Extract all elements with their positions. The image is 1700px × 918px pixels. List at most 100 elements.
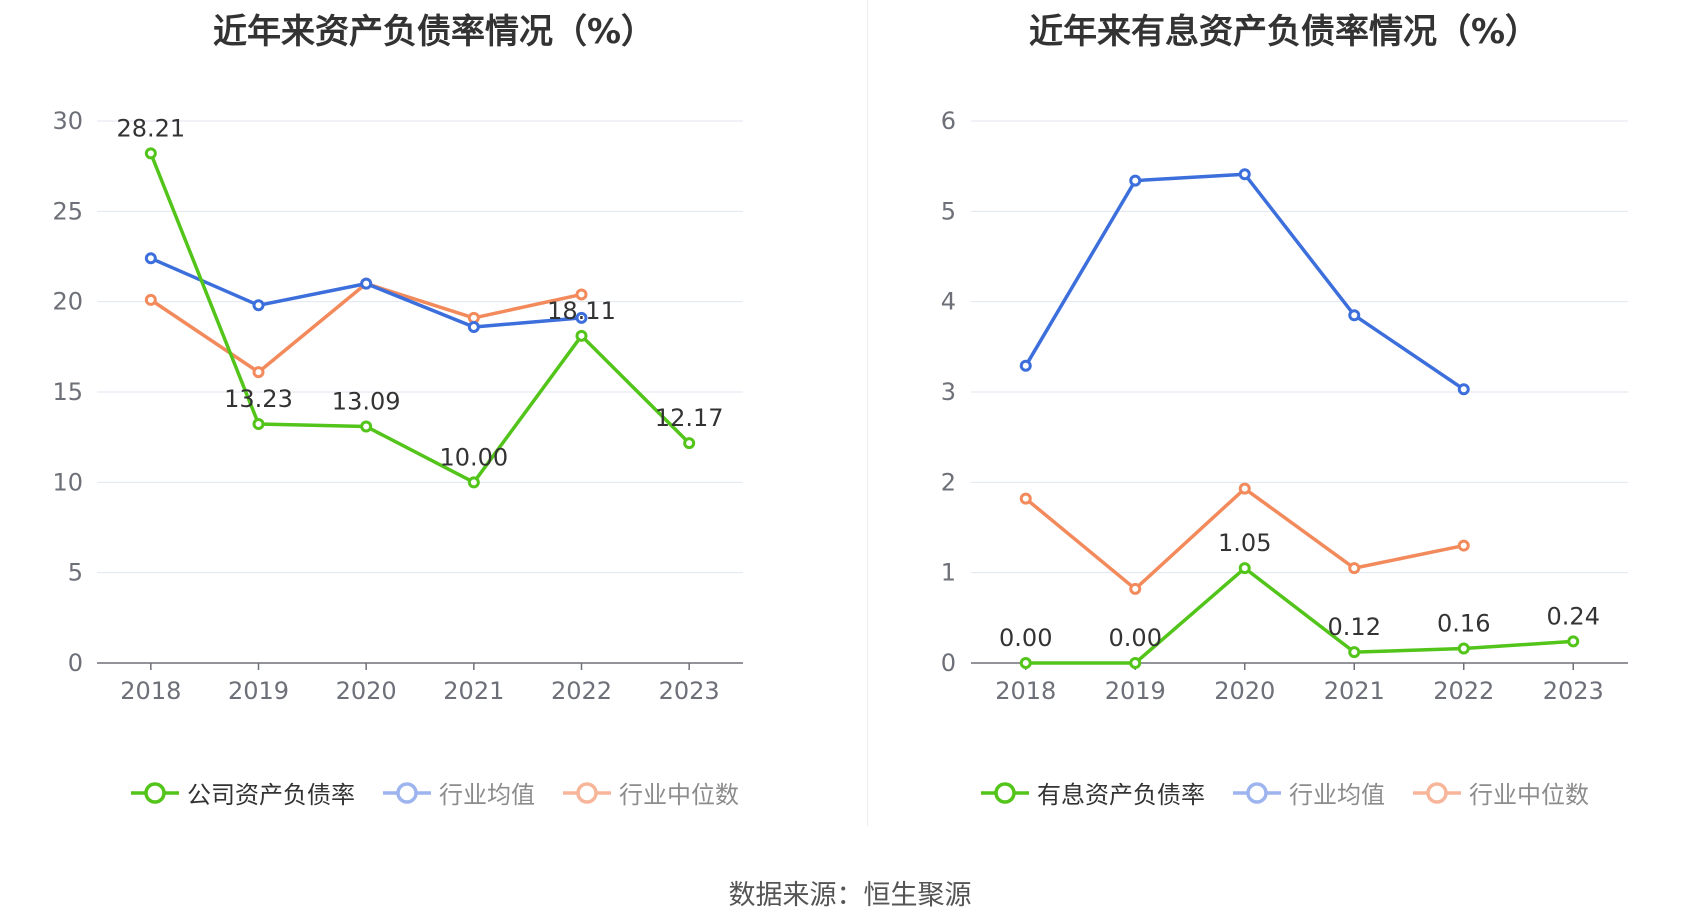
y-tick-label: 5 [941, 197, 956, 225]
data-point[interactable] [1348, 646, 1361, 659]
y-tick-label: 25 [52, 197, 83, 225]
data-label: 0.12 [1328, 613, 1381, 641]
data-point[interactable] [1238, 562, 1251, 575]
legend-swatch-marker [576, 781, 598, 804]
legend-swatch [131, 781, 179, 804]
legend-item[interactable]: 行业中位数 [561, 775, 739, 810]
data-point[interactable] [575, 311, 588, 324]
data-point[interactable] [1019, 492, 1032, 505]
data-label: 13.09 [332, 388, 401, 416]
data-point[interactable] [1019, 657, 1032, 669]
x-tick-label: 2023 [659, 677, 720, 705]
y-tick-label: 0 [68, 649, 83, 677]
data-point[interactable] [252, 366, 265, 379]
legend-label: 公司资产负债率 [187, 781, 355, 809]
chart-legend: 有息资产负债率 行业均值 行业中位数 [868, 775, 1700, 810]
x-tick-label: 2021 [1324, 677, 1385, 705]
chart-legend: 公司资产负债率 行业均值 行业中位数 [0, 775, 868, 810]
legend-swatch [1413, 781, 1461, 804]
x-tick-label: 2021 [443, 677, 504, 705]
y-tick-label: 0 [941, 649, 956, 677]
data-label: 0.16 [1437, 610, 1490, 638]
data-point[interactable] [1238, 168, 1251, 181]
data-point[interactable] [467, 320, 480, 333]
series-line-0 [149, 152, 691, 485]
legend-label: 行业中位数 [619, 781, 739, 809]
data-point[interactable] [1019, 359, 1032, 372]
legend-item[interactable]: 行业中位数 [1411, 775, 1589, 810]
y-tick-label: 20 [52, 288, 83, 316]
data-label: 12.17 [655, 404, 724, 432]
data-point[interactable] [575, 288, 588, 301]
legend-swatch-marker [994, 781, 1016, 804]
series-line-1 [1024, 172, 1465, 391]
legend-swatch [563, 781, 611, 804]
legend-label: 行业均值 [439, 781, 535, 809]
data-label: 0.00 [999, 624, 1052, 652]
x-tick-label: 2018 [120, 677, 181, 705]
x-tick-label: 2019 [1105, 677, 1166, 705]
legend-item[interactable]: 有息资产负债率 [979, 775, 1205, 810]
data-label: 28.21 [116, 114, 185, 142]
data-point[interactable] [252, 417, 265, 430]
data-source-note: 数据来源：恒生聚源 [728, 880, 972, 911]
data-point[interactable] [1348, 562, 1361, 575]
y-tick-label: 3 [941, 378, 956, 406]
legend-item[interactable]: 公司资产负债率 [129, 775, 355, 810]
panel-divider [867, 0, 868, 826]
data-point[interactable] [1129, 174, 1142, 187]
data-point[interactable] [1567, 635, 1580, 648]
data-point[interactable] [1457, 383, 1470, 396]
data-label: 1.05 [1218, 529, 1271, 557]
data-label: 0.00 [1109, 624, 1162, 652]
data-point[interactable] [575, 329, 588, 342]
legend-swatch [1233, 781, 1281, 804]
y-tick-label: 6 [941, 107, 956, 135]
series-line-0 [1025, 566, 1574, 665]
data-point[interactable] [144, 293, 157, 306]
data-point[interactable] [1129, 657, 1142, 669]
data-point[interactable] [144, 252, 157, 265]
legend-swatch-marker [144, 781, 166, 804]
x-tick-label: 2022 [551, 677, 612, 705]
y-tick-label: 30 [52, 107, 83, 135]
data-label: 18.11 [547, 297, 616, 325]
legend-swatch [383, 781, 431, 804]
y-tick-label: 1 [941, 559, 956, 587]
chart-title: 近年来资产负债率情况（%） [212, 12, 656, 52]
data-point[interactable] [1457, 539, 1470, 552]
data-point[interactable] [1129, 582, 1142, 595]
data-point[interactable] [360, 420, 373, 433]
chart-panel-interest-debt-ratio: 近年来有息资产负债率情况（%） 0 1 2 3 4 5 6 2018 2019 2020 2021 2… [868, 0, 1700, 830]
legend-swatch-marker [396, 781, 418, 804]
x-tick-label: 2023 [1543, 677, 1604, 705]
legend-item[interactable]: 行业均值 [1231, 775, 1385, 810]
legend-swatch-marker [1426, 781, 1448, 804]
x-tick-label: 2018 [995, 677, 1056, 705]
data-point[interactable] [683, 437, 696, 450]
data-point[interactable] [1457, 642, 1470, 655]
x-tick-label: 2020 [1214, 677, 1275, 705]
legend-swatch [981, 781, 1029, 804]
data-point[interactable] [144, 147, 157, 160]
data-point[interactable] [467, 476, 480, 489]
series-line-2 [149, 281, 582, 374]
x-tick-label: 2022 [1433, 677, 1494, 705]
x-tick-label: 2020 [336, 677, 397, 705]
y-tick-label: 2 [941, 468, 956, 496]
chart-plot: 0 5 10 15 20 25 30 2018 2019 2020 2021 2022 2023 28.2… [52, 107, 743, 705]
y-tick-label: 5 [68, 559, 83, 587]
data-point[interactable] [1238, 482, 1251, 495]
legend-label: 行业均值 [1289, 781, 1385, 809]
data-label: 10.00 [439, 443, 508, 471]
x-tick-label: 2019 [228, 677, 289, 705]
y-tick-label: 4 [941, 288, 956, 316]
data-point[interactable] [1348, 309, 1361, 322]
data-point[interactable] [252, 299, 265, 312]
chart-panel-debt-ratio: 近年来资产负债率情况（%） 0 5 10 15 20 25 30 2018 2019 2020 20… [0, 0, 868, 830]
data-label: 13.23 [224, 385, 293, 413]
legend-item[interactable]: 行业均值 [381, 775, 535, 810]
chart-plot: 0 1 2 3 4 5 6 2018 2019 2020 2021 2022 2023 0.00 0.00 1… [941, 107, 1628, 705]
data-point[interactable] [360, 277, 373, 290]
y-tick-label: 10 [52, 468, 83, 496]
